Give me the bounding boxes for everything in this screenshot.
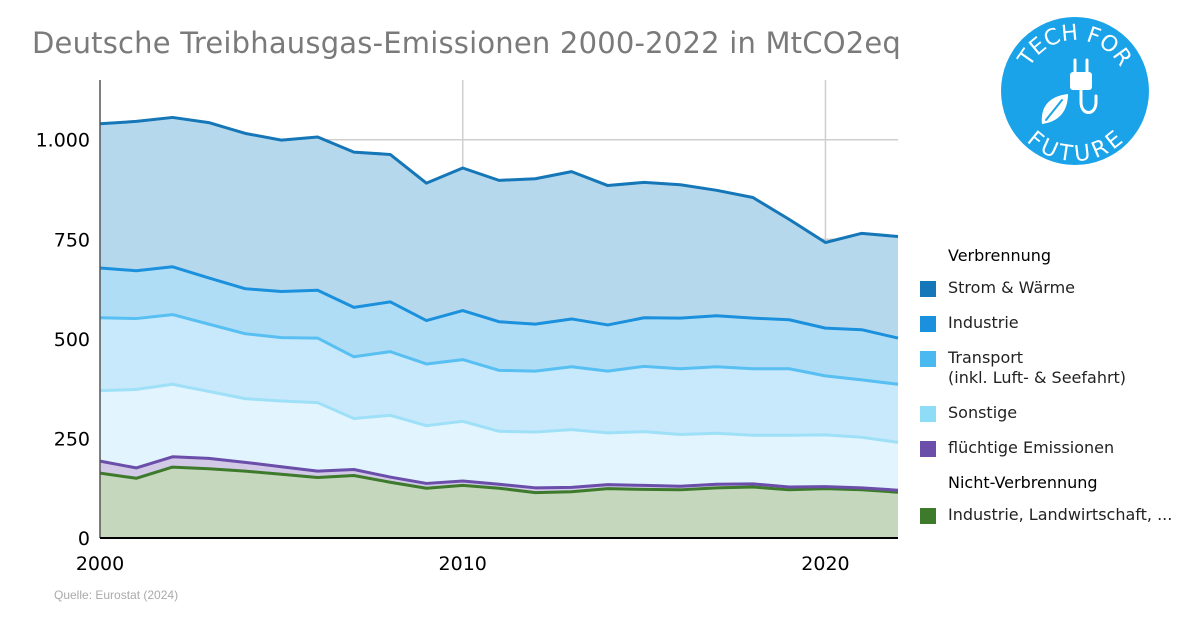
legend-label: Industrie: [948, 313, 1019, 332]
area-industrie-landwirtschaft: [100, 467, 898, 538]
legend-label: flüchtige Emissionen: [948, 438, 1115, 457]
line-transport: [99, 313, 899, 386]
legend-label: Sonstige: [948, 403, 1018, 422]
legend-item-strom-waerme: Strom & Wärme: [920, 278, 1195, 298]
plug-leaf-icon: [1041, 58, 1098, 124]
legend-swatch: [920, 441, 936, 457]
line-strom-w-rme: [99, 115, 899, 244]
legend-item-sonstige: Sonstige: [920, 403, 1195, 423]
legend-item-fluechtige-emissionen: flüchtige Emissionen: [920, 438, 1195, 458]
legend-item-industrie: Industrie: [920, 313, 1195, 333]
area-sonstige: [100, 384, 898, 491]
legend-swatch: [920, 351, 936, 367]
legend-swatch: [920, 508, 936, 524]
legend-swatch: [920, 316, 936, 332]
legend-swatch: [920, 406, 936, 422]
legend-item-transport: Transport (inkl. Luft- & Seefahrt): [920, 348, 1195, 388]
y-tick-label: 1.000: [36, 130, 90, 152]
area-transport: [100, 314, 898, 443]
series-lines: [99, 115, 899, 495]
area-industrie: [100, 266, 898, 385]
line-fl-chtige-emissionen: [99, 455, 899, 492]
axes: 0 250 500 750 1.000 2000 2010 2020: [36, 80, 898, 575]
legend-heading-combustion: Verbrennung: [948, 246, 1052, 265]
legend-heading-non-combustion: Nicht-Verbrennung: [948, 473, 1098, 492]
area-fills: [100, 117, 898, 538]
y-tick-label: 0: [78, 528, 90, 550]
line-industrie: [99, 265, 899, 340]
line-sonstige: [99, 382, 899, 444]
x-tick-label: 2010: [439, 553, 487, 575]
y-tick-label: 250: [54, 428, 90, 450]
legend-label-line2: (inkl. Luft- & Seefahrt): [948, 368, 1127, 387]
tech-for-future-logo: TECH FOR FUTURE: [1001, 17, 1149, 166]
chart-title: Deutsche Treibhausgas-Emissionen 2000-20…: [32, 26, 902, 60]
legend-label: Industrie, Landwirtschaft, ...: [948, 505, 1173, 524]
line-industrie-landwirtschaft: [99, 465, 899, 495]
y-tick-label: 500: [54, 329, 90, 351]
legend-swatch: [920, 281, 936, 297]
x-tick-label: 2020: [801, 553, 849, 575]
x-tick-label: 2000: [76, 553, 124, 575]
legend: Verbrennung Strom & Wärme Industrie Tran…: [920, 246, 1195, 540]
legend-label: Strom & Wärme: [948, 278, 1076, 297]
y-tick-label: 750: [54, 229, 90, 251]
area-strom-w-rme: [100, 117, 898, 339]
source-note: Quelle: Eurostat (2024): [54, 588, 179, 602]
legend-label: Transport: [948, 348, 1024, 367]
legend-item-industrie-landwirtschaft: Industrie, Landwirtschaft, ...: [920, 505, 1195, 525]
